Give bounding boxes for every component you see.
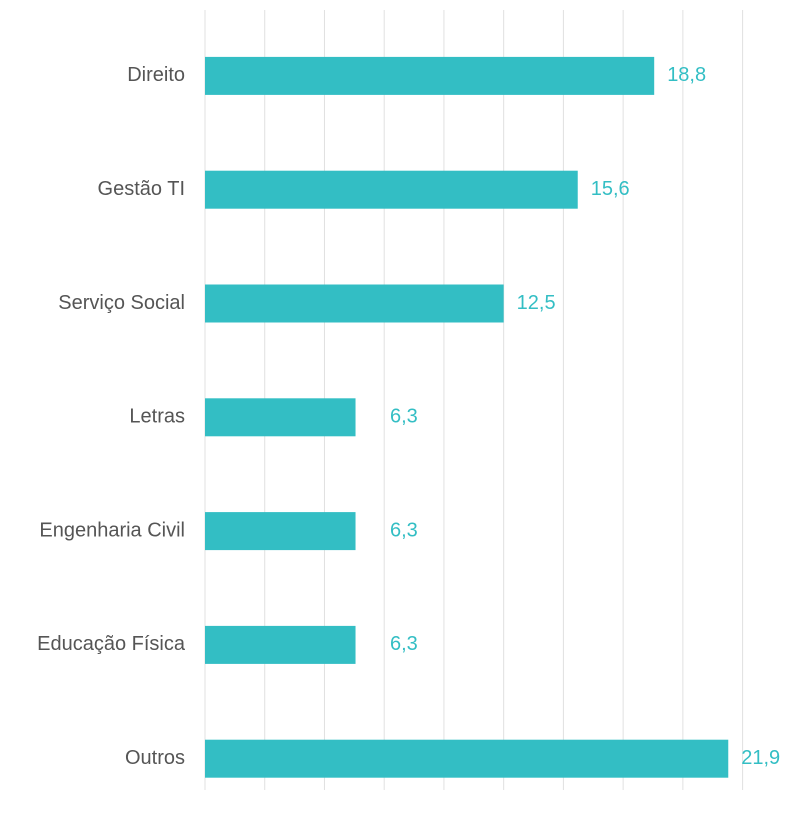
data-label: 21,9	[741, 747, 780, 769]
y-tick-label: Serviço Social	[58, 292, 185, 314]
y-tick-label: Engenharia Civil	[39, 519, 185, 541]
bar	[205, 284, 504, 323]
y-tick-label: Direito	[127, 64, 185, 86]
data-label: 12,5	[517, 292, 556, 314]
data-label: 6,3	[390, 406, 418, 428]
bar	[205, 512, 356, 551]
y-tick-label: Outros	[125, 747, 185, 769]
data-label: 15,6	[591, 178, 630, 200]
data-label: 6,3	[390, 633, 418, 655]
bar	[205, 398, 356, 437]
y-tick-label: Gestão TI	[98, 178, 185, 200]
y-tick-label: Letras	[129, 406, 185, 428]
bar	[205, 739, 729, 778]
data-label: 6,3	[390, 519, 418, 541]
y-tick-label: Educação Física	[37, 633, 186, 655]
bar	[205, 170, 578, 209]
bar	[205, 625, 356, 664]
bar	[205, 56, 655, 95]
data-label: 18,8	[667, 64, 706, 86]
